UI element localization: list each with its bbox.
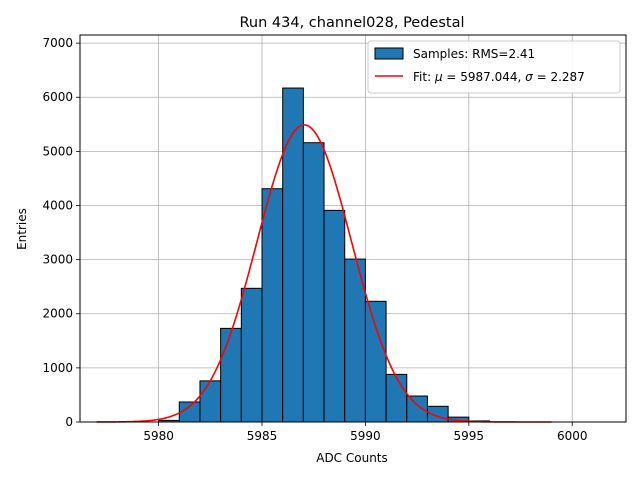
legend-fit-sigma-value: = 2.287 [533,70,585,84]
y-tick-label: 6000 [42,90,73,104]
histogram-bar [282,87,304,423]
chart-title: Run 434, channel028, Pedestal [239,15,464,31]
y-tick-label: 2000 [42,307,73,321]
legend-fit-mu-value: = 5987.044, [443,70,526,84]
legend-fit-sigma-symbol: σ [525,70,533,84]
y-tick-label: 3000 [42,253,73,267]
histogram-bar [302,142,325,423]
histogram-bar [240,287,263,423]
y-tick-label: 0 [65,415,73,429]
legend-box [367,40,621,94]
y-axis-label: Entries [15,208,29,250]
legend: Samples: RMS=2.41 Fit: μ = 5987.044, σ =… [367,40,621,94]
x-tick-label: 5990 [350,429,381,443]
x-tick-label: 5980 [143,429,174,443]
y-axis-ticks: 0 1000 2000 3000 4000 5000 6000 7000 [42,36,80,429]
legend-fit-mu-symbol: μ [434,70,443,84]
y-tick-label: 5000 [42,144,73,158]
x-axis-label: ADC Counts [316,451,388,465]
histogram-bar [385,373,408,423]
histogram-bar [323,209,346,423]
histogram-bar [199,380,222,423]
y-tick-label: 4000 [42,198,73,212]
y-tick-label: 7000 [42,36,73,50]
legend-label-samples: Samples: RMS=2.41 [413,47,535,61]
histogram-bars [158,87,490,423]
legend-label-fit: Fit: μ = 5987.044, σ = 2.287 [413,70,585,84]
plot-frame [79,34,627,423]
x-tick-label: 6000 [557,429,588,443]
histogram-bar [261,188,284,423]
legend-fit-prefix: Fit: [413,70,435,84]
histogram-bar [220,327,242,423]
x-tick-label: 5995 [454,429,485,443]
x-tick-label: 5985 [247,429,278,443]
y-tick-label: 1000 [42,361,73,375]
x-axis-ticks: 5980 5985 5990 5995 6000 [143,422,588,443]
histogram-bar [406,395,428,423]
histogram-bar [364,300,387,423]
legend-swatch-samples [374,47,404,60]
